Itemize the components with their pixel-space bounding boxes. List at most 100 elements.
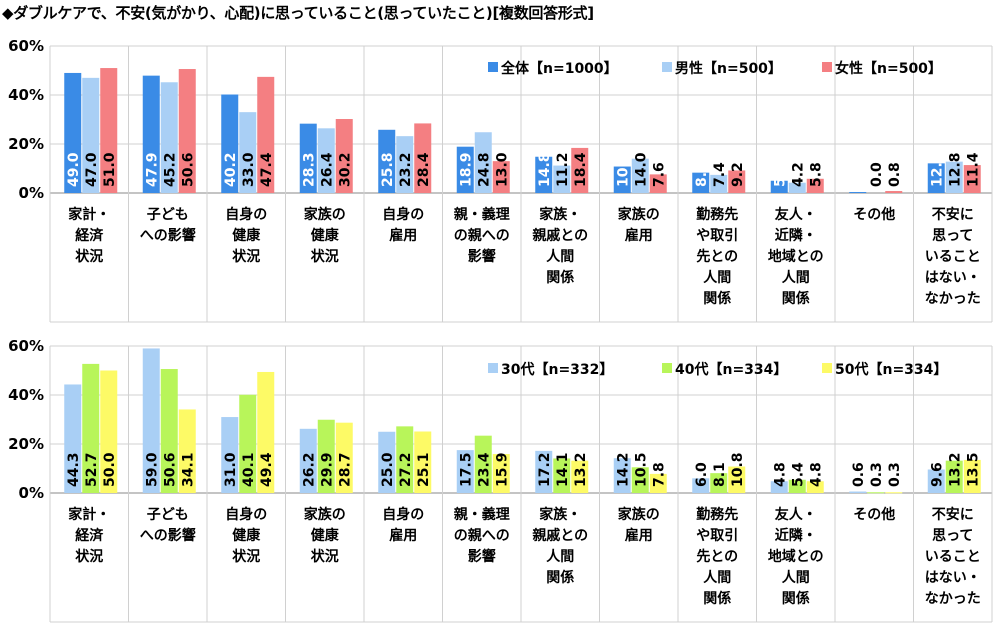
bar-value-label: 25.0 — [380, 452, 396, 487]
category-label: 自身の — [382, 506, 424, 523]
category-label: なかった — [925, 591, 981, 607]
category-label: 健康 — [232, 527, 261, 544]
bar — [257, 76, 275, 193]
y-tick-label: 20% — [8, 135, 44, 153]
bar-value-label: 10.8 — [615, 152, 631, 187]
category-label: 家族の — [304, 506, 346, 523]
bar — [160, 82, 178, 193]
bar-value-label: 51.0 — [102, 152, 118, 187]
bar-value-label: 18.4 — [573, 152, 589, 187]
bar-value-label: 7.8 — [651, 462, 667, 487]
category-label: その他 — [853, 506, 895, 523]
bar — [692, 172, 710, 193]
bar-value-label: 50.6 — [162, 452, 178, 487]
bar — [82, 363, 100, 493]
legend-label: 40代【n=334】 — [675, 361, 787, 378]
bar-value-label: 10.8 — [730, 452, 746, 487]
y-tick-label: 0% — [19, 184, 44, 202]
bar — [728, 170, 746, 193]
bar — [631, 158, 649, 193]
bar-value-label: 14.0 — [633, 152, 649, 187]
bar — [710, 473, 728, 493]
bar-value-label: 28.4 — [416, 152, 432, 187]
category-label: 先との — [696, 248, 738, 265]
category-label: 家族の — [304, 206, 346, 223]
bar — [178, 69, 196, 193]
bar-value-label: 50.0 — [102, 452, 118, 487]
y-tick-label: 60% — [8, 337, 44, 355]
bar-value-label: 11.2 — [555, 152, 571, 187]
bar-value-label: 17.5 — [458, 452, 474, 487]
bar-value-label: 13.0 — [494, 152, 510, 187]
bar-value-label: 18.9 — [458, 152, 474, 187]
bar — [788, 479, 806, 493]
category-label: 関係 — [782, 590, 810, 607]
bar-value-label: 15.9 — [494, 452, 510, 487]
category-label: はない・ — [925, 270, 981, 286]
bar-value-label: 9.6 — [929, 462, 945, 487]
bar-value-label: 4.8 — [808, 462, 824, 487]
bar — [378, 431, 396, 493]
bar — [492, 454, 510, 493]
bar — [945, 460, 963, 493]
bar — [317, 419, 335, 493]
bar — [849, 192, 867, 194]
bar-value-label: 13.2 — [573, 452, 589, 487]
bar — [867, 492, 885, 494]
bar-value-label: 0.6 — [851, 462, 867, 487]
bar-value-label: 0.0 — [869, 162, 885, 187]
category-label: 友人・ — [775, 206, 817, 223]
y-tick-label: 20% — [8, 435, 44, 453]
category-label: の親への — [454, 527, 510, 544]
category-label: 人間 — [703, 569, 731, 586]
legend-swatch — [662, 363, 672, 373]
bar — [317, 128, 335, 193]
category-label: 親戚との — [532, 227, 588, 244]
bar-value-label: 17.2 — [537, 452, 553, 487]
bar — [849, 491, 867, 493]
bar — [456, 146, 474, 193]
category-label: 親戚との — [532, 527, 588, 544]
category-label: や取引 — [696, 528, 738, 544]
category-label: いること — [925, 549, 981, 565]
chart-title: ◆ダブルケアで、不安(気がかり、心配)に思っていること(思っていたこと)[複数回… — [2, 4, 594, 22]
category-label: 関係 — [546, 269, 574, 286]
bar-value-label: 14.8 — [537, 152, 553, 187]
bar-value-label: 23.2 — [398, 152, 414, 187]
category-label: 近隣・ — [775, 527, 817, 544]
bar-value-label: 14.1 — [555, 452, 571, 487]
category-label: 経済 — [75, 527, 104, 544]
category-label: 家計・ — [68, 206, 110, 223]
bar — [378, 129, 396, 193]
bar-value-label: 25.8 — [380, 152, 396, 187]
category-label: 人間 — [782, 569, 810, 586]
category-label: 親・義理 — [454, 506, 510, 523]
bar — [100, 370, 118, 493]
bar-value-label: 0.3 — [869, 462, 885, 487]
bar-value-label: 5.0 — [772, 162, 788, 187]
y-tick-label: 60% — [8, 37, 44, 55]
category-label: 状況 — [311, 248, 339, 265]
category-label: 地域との — [768, 248, 824, 265]
bar — [788, 182, 806, 193]
category-label: 自身の — [382, 206, 424, 223]
category-label: 友人・ — [775, 506, 817, 523]
legend-label: 女性【n=500】 — [835, 60, 942, 77]
bar — [571, 147, 589, 193]
category-label: 関係 — [546, 569, 574, 586]
bar-value-label: 7.6 — [651, 162, 667, 187]
category-label: 関係 — [703, 590, 731, 607]
bar — [221, 417, 239, 493]
category-label: 家族・ — [539, 206, 581, 223]
legend-label: 全体【n=1000】 — [500, 60, 618, 77]
bar-value-label: 47.0 — [84, 152, 100, 187]
bar — [257, 371, 275, 493]
bar-value-label: 25.1 — [416, 452, 432, 487]
category-label: 影響 — [468, 248, 496, 265]
bar — [239, 112, 257, 193]
bar — [927, 469, 945, 493]
bar — [456, 450, 474, 493]
bar-value-label: 26.2 — [301, 452, 317, 487]
bar-value-label: 0.3 — [887, 462, 903, 487]
bar — [692, 478, 710, 493]
